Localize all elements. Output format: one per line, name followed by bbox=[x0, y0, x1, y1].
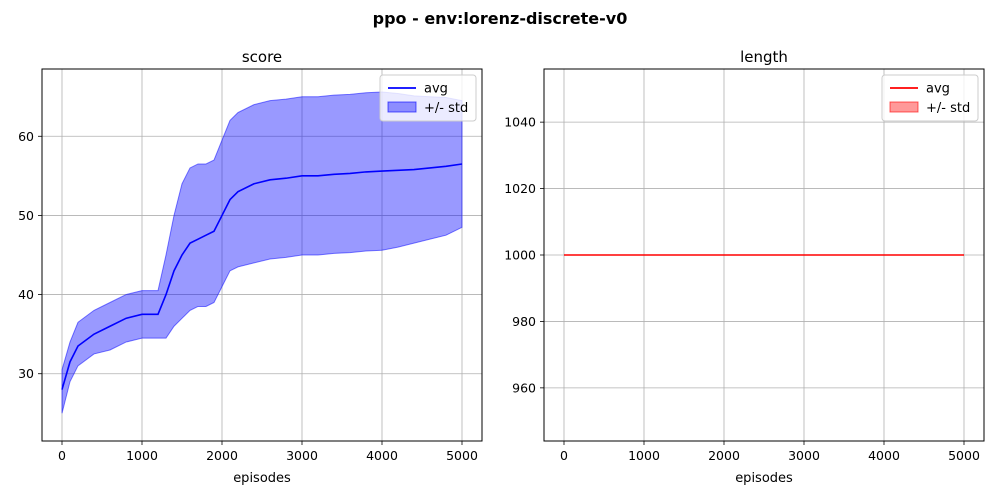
score-legend: avg +/- std bbox=[379, 74, 477, 122]
score-x-tick-label: 0 bbox=[58, 448, 66, 463]
length-y-tick-label: 960 bbox=[512, 380, 536, 395]
score-x-tick-label: 5000 bbox=[446, 448, 478, 463]
score-y-tick-label: 30 bbox=[18, 366, 34, 381]
score-axes-frame bbox=[41, 68, 483, 442]
length-x-tick-label: 0 bbox=[560, 448, 568, 463]
score-legend-box bbox=[379, 74, 477, 122]
score-avg-line bbox=[61, 163, 463, 390]
length-legend-avg-label: avg bbox=[926, 82, 950, 97]
score-y-tick-label: 50 bbox=[18, 208, 34, 223]
score-x-tick-label: 2000 bbox=[206, 448, 238, 463]
length-y-tick-label: 1020 bbox=[504, 181, 536, 196]
score-y-tick-label: 60 bbox=[18, 129, 34, 144]
length-x-tick-label: 2000 bbox=[708, 448, 740, 463]
score-y-tick-label: 40 bbox=[18, 287, 34, 302]
length-x-tick-label: 3000 bbox=[788, 448, 820, 463]
length-x-tick-label: 1000 bbox=[628, 448, 660, 463]
score-legend-std-label: +/- std bbox=[424, 101, 468, 116]
length-legend-std-label: +/- std bbox=[926, 101, 970, 116]
length-y-tick-label: 1000 bbox=[504, 248, 536, 263]
score-chart: 0 1000 2000 3000 4000 5000 30 40 50 60 score episod… bbox=[18, 48, 483, 486]
score-x-tick-label: 3000 bbox=[286, 448, 318, 463]
length-legend-std-swatch bbox=[889, 101, 919, 113]
score-chart-title: score bbox=[242, 48, 282, 66]
score-x-tick-label: 1000 bbox=[126, 448, 158, 463]
score-legend-std-swatch bbox=[387, 101, 417, 113]
length-y-tick-label: 1040 bbox=[504, 115, 536, 130]
length-x-tick-label: 5000 bbox=[948, 448, 980, 463]
length-legend: avg +/- std bbox=[881, 74, 979, 122]
length-x-tick-label: 4000 bbox=[868, 448, 900, 463]
score-x-tick-label: 4000 bbox=[366, 448, 398, 463]
length-y-tick-label: 980 bbox=[512, 314, 536, 329]
length-x-axis-label: episodes bbox=[735, 471, 793, 486]
score-x-axis-label: episodes bbox=[233, 471, 291, 486]
length-chart: 0 1000 2000 3000 4000 5000 960 980 1000 1020 1040 l… bbox=[504, 48, 985, 486]
figure-suptitle: ppo - env:lorenz-discrete-v0 bbox=[373, 9, 628, 28]
length-legend-box bbox=[881, 74, 979, 122]
length-chart-title: length bbox=[740, 48, 788, 66]
score-legend-avg-label: avg bbox=[424, 82, 448, 97]
